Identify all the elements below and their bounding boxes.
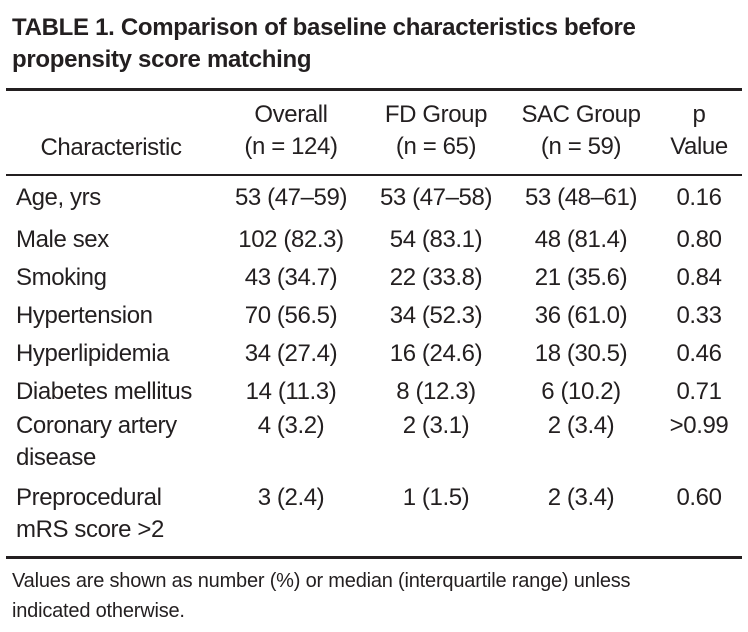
cell-overall: 3 (2.4) — [257, 484, 325, 511]
table-header-row: Characteristic Overall (n = 124) FD Grou… — [6, 91, 742, 174]
table-row: Preprocedural mRS score >2 3 (2.4) 1 (1.… — [6, 480, 742, 554]
cell-characteristic: Coronary artery disease — [6, 408, 216, 480]
cell-fd: 8 (12.3) — [396, 378, 476, 405]
cell-characteristic: Diabetes mellitus — [16, 378, 192, 405]
cell-characteristic: Age, yrs — [16, 184, 101, 211]
cell-characteristic-line1: Coronary artery — [16, 412, 177, 439]
header-p-line2: Value — [670, 133, 728, 160]
cell-characteristic: Male sex — [16, 226, 109, 253]
table-bottom-rule — [6, 556, 742, 559]
cell-sac: 48 (81.4) — [534, 226, 628, 253]
header-fd-line2: (n = 65) — [395, 133, 477, 160]
header-sac-line1: SAC Group — [521, 101, 641, 128]
cell-sac: 2 (3.4) — [547, 412, 615, 439]
cell-characteristic: Smoking — [16, 264, 107, 291]
header-fd-group: FD Group (n = 65) — [366, 91, 506, 174]
table-row: Age, yrs 53 (47–59) 53 (47–58) 53 (48–61… — [6, 174, 742, 218]
table-row: Hyperlipidemia 34 (27.4) 16 (24.6) 18 (3… — [6, 332, 742, 370]
cell-fd: 16 (24.6) — [389, 340, 483, 367]
cell-sac: 18 (30.5) — [534, 340, 628, 367]
cell-fd: 1 (1.5) — [402, 484, 470, 511]
cell-fd: 54 (83.1) — [389, 226, 483, 253]
cell-overall: 53 (47–59) — [234, 184, 348, 211]
header-sac-group: SAC Group (n = 59) — [506, 91, 656, 174]
table-top-rule — [6, 88, 742, 91]
cell-sac: 2 (3.4) — [547, 484, 615, 511]
cell-p: 0.33 — [676, 302, 722, 329]
table-title: TABLE 1. Comparison of baseline characte… — [12, 14, 636, 73]
cell-p: 0.16 — [676, 184, 722, 211]
cell-p: 0.46 — [676, 340, 722, 367]
cell-overall: 34 (27.4) — [244, 340, 338, 367]
header-overall-line2: (n = 124) — [244, 133, 338, 160]
header-overall: Overall (n = 124) — [216, 91, 366, 174]
cell-characteristic-line2: mRS score >2 — [16, 516, 164, 543]
header-p-value: p Value — [656, 91, 742, 174]
cell-p: >0.99 — [669, 412, 729, 439]
header-p-line1: p — [692, 101, 706, 128]
cell-sac: 36 (61.0) — [534, 302, 628, 329]
cell-characteristic-line1: Preprocedural — [16, 484, 162, 511]
table-row: Male sex 102 (82.3) 54 (83.1) 48 (81.4) … — [6, 218, 742, 256]
header-sac-line2: (n = 59) — [540, 133, 622, 160]
cell-p: 0.80 — [676, 226, 722, 253]
cell-p: 0.71 — [676, 378, 722, 405]
table-row: Hypertension 70 (56.5) 34 (52.3) 36 (61.… — [6, 294, 742, 332]
cell-p: 0.84 — [676, 264, 722, 291]
cell-characteristic-line2: disease — [16, 444, 96, 471]
header-characteristic-label: Characteristic — [40, 134, 182, 161]
baseline-characteristics-table: Characteristic Overall (n = 124) FD Grou… — [6, 91, 742, 554]
cell-fd: 2 (3.1) — [402, 412, 470, 439]
cell-characteristic: Preprocedural mRS score >2 — [6, 480, 216, 554]
header-characteristic: Characteristic — [6, 91, 216, 174]
cell-p: 0.60 — [676, 484, 722, 511]
header-overall-line1: Overall — [254, 101, 328, 128]
table-row: Coronary artery disease 4 (3.2) 2 (3.1) … — [6, 408, 742, 480]
cell-overall: 4 (3.2) — [257, 412, 325, 439]
header-fd-line1: FD Group — [384, 101, 488, 128]
cell-fd: 34 (52.3) — [389, 302, 483, 329]
cell-characteristic: Hypertension — [16, 302, 153, 329]
table-footnote: Values are shown as number (%) or median… — [12, 570, 631, 622]
cell-overall: 43 (34.7) — [244, 264, 338, 291]
table-row: Smoking 43 (34.7) 22 (33.8) 21 (35.6) 0.… — [6, 256, 742, 294]
cell-sac: 53 (48–61) — [524, 184, 638, 211]
table-header-rule — [6, 174, 742, 176]
cell-sac: 21 (35.6) — [534, 264, 628, 291]
cell-sac: 6 (10.2) — [541, 378, 621, 405]
cell-fd: 53 (47–58) — [379, 184, 493, 211]
cell-overall: 14 (11.3) — [245, 378, 337, 405]
cell-overall: 70 (56.5) — [244, 302, 338, 329]
cell-characteristic: Hyperlipidemia — [16, 340, 170, 367]
cell-fd: 22 (33.8) — [389, 264, 483, 291]
cell-overall: 102 (82.3) — [238, 226, 344, 253]
table-row: Diabetes mellitus 14 (11.3) 8 (12.3) 6 (… — [6, 370, 742, 408]
